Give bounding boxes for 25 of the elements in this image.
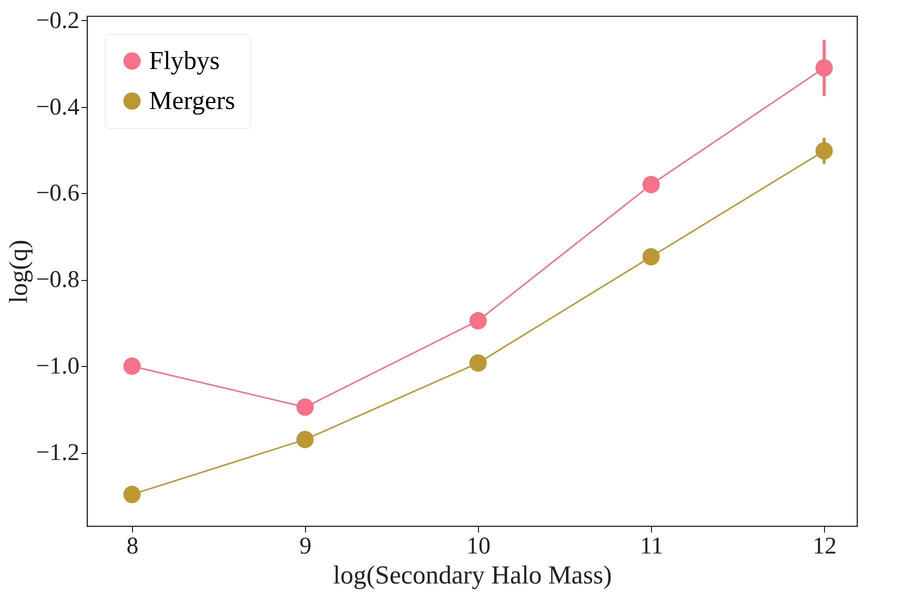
point xyxy=(815,142,833,160)
x-axis-title: log(Secondary Halo Mass) xyxy=(333,560,612,590)
y-tick-label: −0.8 xyxy=(36,267,80,294)
legend-label: Flybys xyxy=(149,46,220,75)
legend-label: Mergers xyxy=(149,86,236,115)
point xyxy=(469,312,487,330)
x-tick-label: 8 xyxy=(126,534,138,560)
point xyxy=(642,176,660,194)
x-tick-label: 11 xyxy=(640,534,664,560)
x-tick-label: 12 xyxy=(812,534,837,560)
y-tick-label: −0.6 xyxy=(36,180,80,207)
x-tick-label: 10 xyxy=(466,534,491,560)
y-tick-label: −0.4 xyxy=(36,94,80,120)
point xyxy=(123,486,141,504)
point xyxy=(469,354,487,372)
y-tick-label: −0.2 xyxy=(36,8,80,34)
y-tick-label: −1.0 xyxy=(36,354,80,380)
point xyxy=(296,398,314,416)
y-tick-label: −1.2 xyxy=(36,440,80,466)
point xyxy=(642,248,660,266)
point xyxy=(123,357,141,375)
point xyxy=(815,59,833,77)
y-axis-title: log(q) xyxy=(4,240,33,304)
point xyxy=(296,430,314,448)
x-tick-label: 9 xyxy=(300,534,312,560)
